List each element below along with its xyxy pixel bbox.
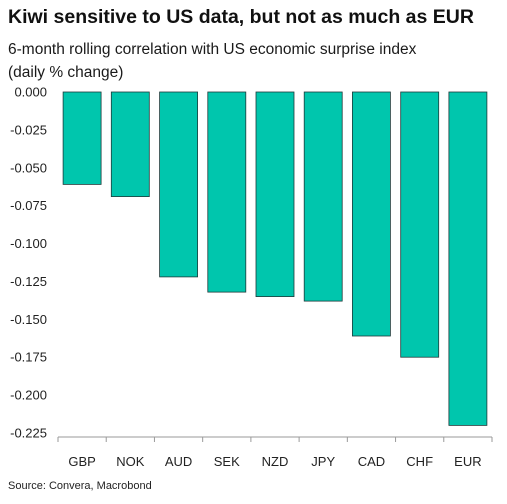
bar-cad [351, 91, 391, 337]
x-tick-label: NZD [262, 454, 289, 469]
chart-title: Kiwi sensitive to US data, but not as mu… [8, 6, 474, 28]
x-tick-label: NOK [116, 454, 145, 469]
x-tick-label: SEK [214, 454, 240, 469]
y-tick-label: 0.000 [14, 85, 47, 100]
y-tick-label: -0.100 [10, 236, 47, 251]
y-tick-label: -0.150 [10, 312, 47, 327]
x-tick-label: AUD [165, 454, 192, 469]
bar-jpy [303, 91, 343, 302]
x-tick-label: EUR [454, 454, 481, 469]
chart-subtitle: 6-month rolling correlation with US econ… [8, 38, 498, 84]
y-tick-label: -0.225 [10, 426, 47, 441]
bar-gbp [62, 91, 102, 185]
bar-eur [448, 91, 488, 426]
x-tick-label: JPY [311, 454, 335, 469]
y-tick-label: -0.075 [10, 198, 47, 213]
bar-nok [110, 91, 150, 197]
y-tick-label: -0.125 [10, 274, 47, 289]
subtitle-line-2: (daily % change) [8, 64, 124, 81]
bar-sek [207, 91, 247, 293]
x-tick-label: CAD [358, 454, 385, 469]
y-tick-label: -0.025 [10, 122, 47, 137]
subtitle-line-1: 6-month rolling correlation with US econ… [8, 41, 417, 58]
x-tick-label: GBP [68, 454, 95, 469]
y-tick-label: -0.175 [10, 350, 47, 365]
y-tick-label: -0.200 [10, 388, 47, 403]
bar-aud [159, 91, 199, 278]
bar-chart: 0.000 -0.025 -0.050 -0.075 -0.100 -0.125 -0.15… [10, 85, 493, 469]
bar-nzd [255, 91, 295, 298]
bar-chf [400, 91, 440, 358]
source-note: Source: Convera, Macrobond [8, 480, 152, 492]
x-tick-label: CHF [406, 454, 433, 469]
y-tick-label: -0.050 [10, 160, 47, 175]
